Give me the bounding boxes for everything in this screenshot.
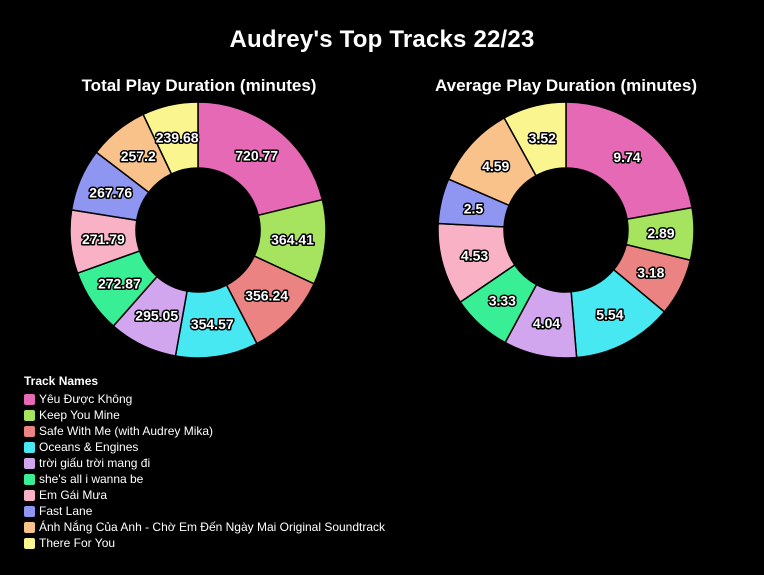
total-duration-donut: 720.77 364.41 356.24 354.57 295.05 272.87 271.… [69, 101, 327, 359]
legend-items: Yêu Được Không Keep You Mine Safe With Me … [24, 391, 385, 551]
legend-swatch [24, 425, 35, 437]
legend: Track Names Yêu Được Không Keep You Mine S… [24, 374, 385, 551]
legend-swatch [24, 489, 35, 501]
legend-label: Ánh Nắng Của Anh - Chờ Em Đến Ngày Mai O… [39, 520, 386, 534]
average-slice-label-3: 5.54 [596, 306, 623, 322]
legend-label: Keep You Mine [39, 408, 120, 422]
average-slice-0 [565, 101, 693, 221]
legend-label: Safe With Me (with Audrey Mika) [39, 424, 214, 438]
total-slice-label-4: 295.05 [135, 308, 178, 324]
average-slice-label-8: 4.59 [482, 158, 509, 174]
legend-swatch [24, 473, 35, 485]
total-slice-label-6: 271.79 [82, 231, 125, 247]
total-slice-label-2: 356.24 [245, 288, 288, 304]
average-slice-label-1: 2.89 [647, 225, 674, 241]
average-slice-label-6: 4.53 [461, 248, 488, 264]
legend-label: Oceans & Engines [39, 440, 139, 454]
total-slice-label-1: 364.41 [271, 231, 314, 247]
legend-item: Ánh Nắng Của Anh - Chờ Em Đến Ngày Mai O… [24, 519, 385, 535]
legend-label: trời giấu trời mang đi [39, 456, 151, 470]
legend-swatch [24, 537, 35, 549]
average-duration-donut: 9.74 2.89 3.18 5.54 4.04 3.33 4.53 2.5 4.59 3.52 [437, 101, 695, 359]
legend-swatch [24, 393, 35, 405]
legend-swatch [24, 457, 35, 469]
right-chart-title: Average Play Duration (minutes) [435, 76, 697, 95]
total-slice-label-3: 354.57 [191, 316, 234, 332]
legend-label: Em Gái Mưa [39, 488, 108, 502]
legend-item: trời giấu trời mang đi [24, 455, 385, 471]
average-slice-label-2: 3.18 [637, 265, 664, 281]
legend-item: Keep You Mine [24, 407, 385, 423]
average-slice-9 [503, 101, 567, 177]
legend-label: she's all i wanna be [39, 472, 144, 486]
average-slice-label-5: 3.33 [489, 293, 516, 309]
legend-item: Em Gái Mưa [24, 487, 385, 503]
legend-title: Track Names [24, 374, 99, 388]
average-slice-label-9: 3.52 [529, 130, 556, 146]
average-slice-label-7: 2.5 [464, 200, 484, 216]
average-slice-label-4: 4.04 [533, 315, 560, 331]
total-slice-label-7: 267.76 [89, 185, 132, 201]
legend-item: Oceans & Engines [24, 439, 385, 455]
total-slice-label-0: 720.77 [235, 147, 278, 163]
average-slice-label-0: 9.74 [613, 149, 640, 165]
legend-swatch [24, 521, 35, 533]
left-chart-title: Total Play Duration (minutes) [81, 76, 317, 95]
legend-label: Fast Lane [39, 504, 93, 518]
legend-label: Yêu Được Không [39, 392, 133, 406]
total-slice-label-8: 257.2 [121, 148, 156, 164]
legend-item: Yêu Được Không [24, 391, 385, 407]
legend-swatch [24, 409, 35, 421]
legend-swatch [24, 441, 35, 453]
legend-item: Safe With Me (with Audrey Mika) [24, 423, 385, 439]
legend-item: Fast Lane [24, 503, 385, 519]
legend-swatch [24, 505, 35, 517]
total-slice-label-9: 239.68 [156, 129, 199, 145]
total-slice-0 [197, 101, 324, 217]
total-slice-9 [142, 101, 199, 175]
chart-title: Audrey's Top Tracks 22/23 [229, 26, 535, 53]
legend-item: There For You [24, 535, 385, 551]
total-slice-label-5: 272.87 [98, 275, 141, 291]
legend-item: she's all i wanna be [24, 471, 385, 487]
legend-label: There For You [39, 536, 116, 550]
